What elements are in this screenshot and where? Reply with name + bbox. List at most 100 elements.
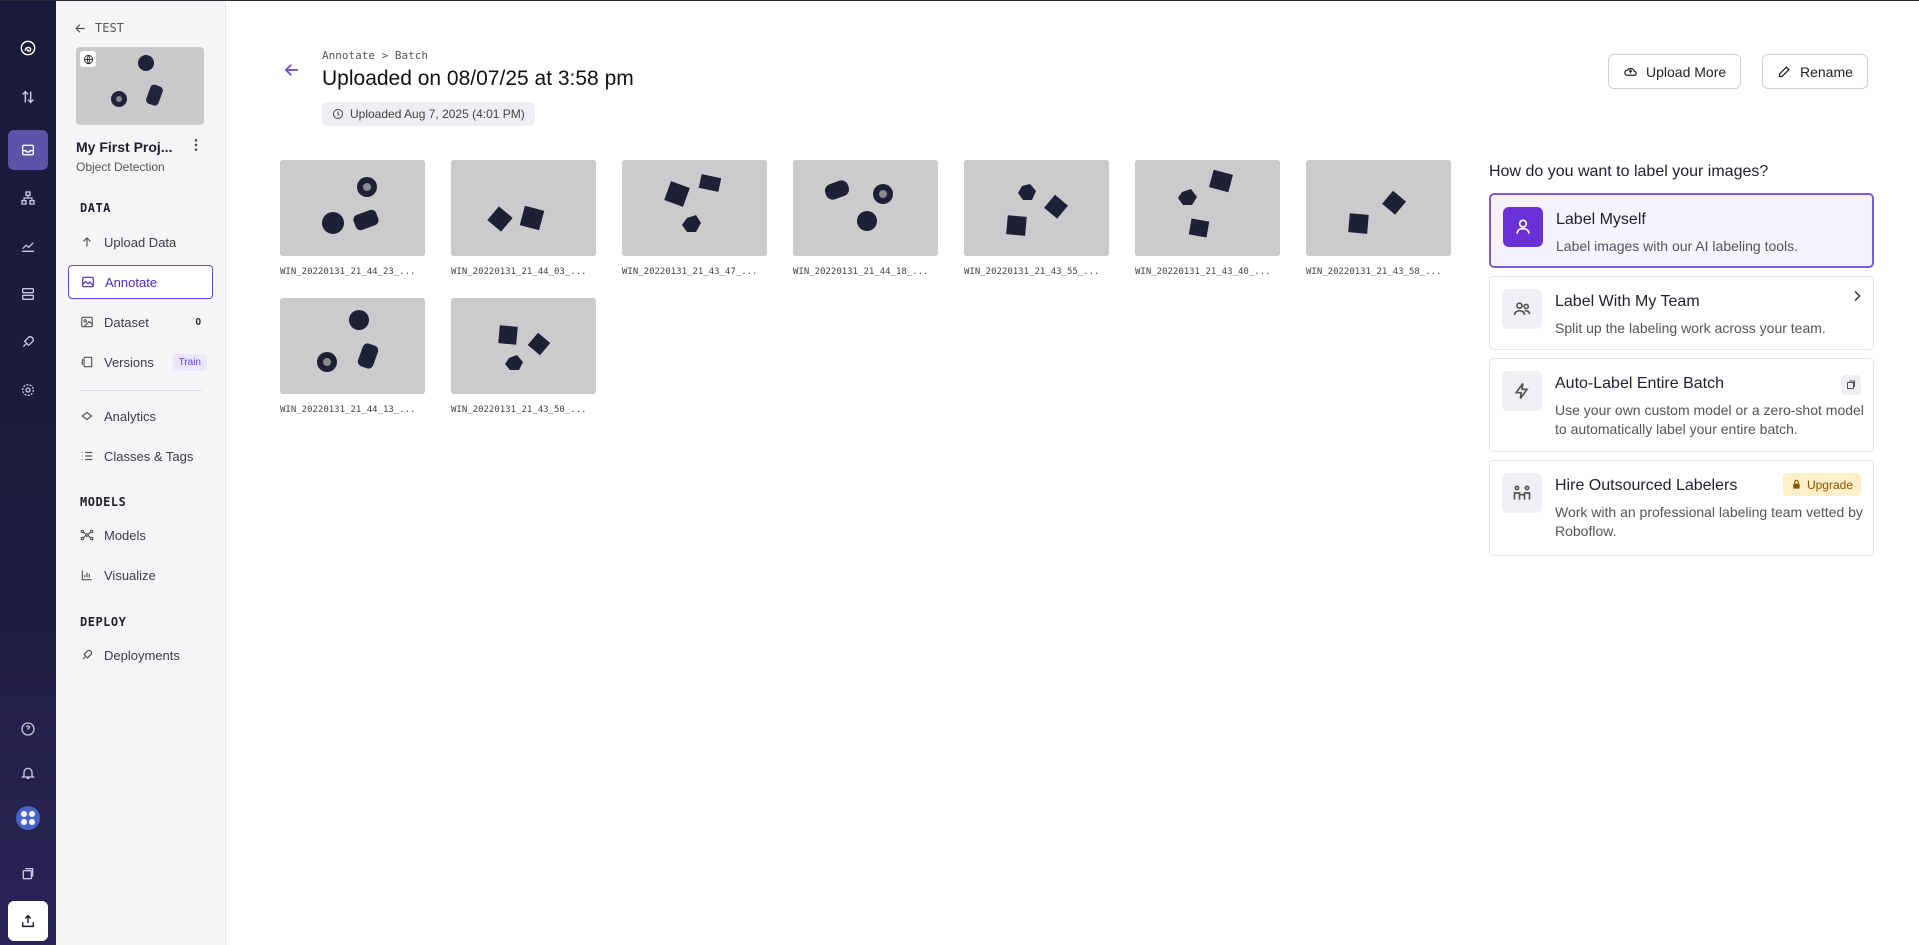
stack-icon: [1841, 375, 1861, 395]
option-label-myself[interactable]: Label Myself Label images with our AI la…: [1489, 193, 1874, 268]
transfer-icon[interactable]: [8, 77, 48, 117]
rocket-icon: [82, 649, 93, 660]
dataset-count: 0: [195, 316, 201, 328]
list-icon: [82, 451, 93, 461]
section-models: MODELS: [80, 495, 127, 509]
users-icon: [1502, 289, 1542, 329]
option-desc: Work with an professional labeling team …: [1555, 504, 1863, 539]
option-desc: Split up the labeling work across your t…: [1555, 320, 1826, 336]
upgrade-badge[interactable]: Upgrade: [1782, 473, 1861, 496]
chart-icon[interactable]: [8, 226, 48, 266]
nav-label: Models: [104, 527, 146, 543]
nav-dataset[interactable]: Dataset 0: [68, 305, 213, 339]
arrow-up-icon: [83, 237, 91, 247]
main-content: Annotate > Batch Uploaded on 08/07/25 at…: [227, 1, 1919, 945]
nav-label: Annotate: [105, 274, 158, 290]
image-tile[interactable]: WIN_20220131_21_44_03_...: [451, 160, 596, 277]
help-icon[interactable]: [8, 709, 48, 749]
label-question: How do you want to label your images?: [1489, 163, 1769, 180]
bell-icon[interactable]: [8, 753, 48, 793]
back-arrow-icon[interactable]: [283, 61, 301, 79]
user-icon: [1503, 207, 1543, 247]
gear-icon[interactable]: [8, 370, 48, 410]
upload-more-button[interactable]: Upload More: [1608, 54, 1742, 89]
option-desc: Use your own custom model or a zero-shot…: [1555, 402, 1864, 437]
analytics-icon: [81, 411, 93, 421]
uploaded-text: Uploaded Aug 7, 2025 (4:01 PM): [350, 107, 525, 121]
back-to-workspace[interactable]: TEST: [74, 21, 124, 35]
page-title: Uploaded on 08/07/25 at 3:58 pm: [322, 67, 634, 90]
image-filename: WIN_20220131_21_43_40_...: [1135, 267, 1271, 277]
image-tile[interactable]: WIN_20220131_21_44_18_...: [793, 160, 938, 277]
people-meeting-icon: [1502, 473, 1542, 513]
upload-icon[interactable]: [8, 901, 48, 941]
image-filename: WIN_20220131_21_44_13_...: [280, 405, 416, 415]
docs-icon[interactable]: [8, 854, 48, 894]
annotate-icon: [82, 276, 94, 288]
nav-annotate[interactable]: Annotate: [68, 265, 213, 299]
project-name[interactable]: My First Proj...: [76, 139, 173, 155]
versions-icon: [81, 356, 93, 368]
option-label-with-team[interactable]: Label With My Team Split up the labeling…: [1489, 276, 1874, 350]
rename-button[interactable]: Rename: [1762, 54, 1868, 89]
workspace-label: TEST: [95, 21, 124, 35]
rocket-icon[interactable]: [8, 322, 48, 362]
uploaded-chip: Uploaded Aug 7, 2025 (4:01 PM): [322, 102, 535, 126]
nav-upload-data[interactable]: Upload Data: [68, 225, 213, 259]
nav-label: Dataset: [104, 314, 149, 330]
lightning-icon: [1502, 371, 1542, 411]
cloud-upload-icon: [1624, 67, 1637, 76]
workflow-icon[interactable]: [8, 178, 48, 218]
nav-label: Deployments: [104, 647, 180, 663]
option-hire-labelers[interactable]: Hire Outsourced Labelers Work with an pr…: [1489, 460, 1874, 556]
option-auto-label[interactable]: Auto-Label Entire Batch Use your own cus…: [1489, 358, 1874, 452]
nav-label: Visualize: [104, 567, 156, 583]
section-deploy: DEPLOY: [80, 615, 127, 629]
train-badge[interactable]: Train: [172, 353, 207, 371]
image-icon: [81, 316, 93, 328]
upload-more-label: Upload More: [1646, 63, 1727, 80]
image-tile[interactable]: WIN_20220131_21_43_40_...: [1135, 160, 1280, 277]
logo-icon[interactable]: [8, 28, 48, 68]
image-tile[interactable]: WIN_20220131_21_44_23_...: [280, 160, 425, 277]
models-icon: [80, 529, 94, 541]
nav-analytics[interactable]: Analytics: [68, 399, 213, 433]
image-tile[interactable]: WIN_20220131_21_43_55_...: [964, 160, 1109, 277]
breadcrumb[interactable]: Annotate > Batch: [322, 49, 428, 62]
arrow-left-icon: [75, 23, 85, 33]
bar-chart-icon: [81, 570, 92, 581]
image-tile[interactable]: WIN_20220131_21_43_58_...: [1306, 160, 1451, 277]
image-tile[interactable]: WIN_20220131_21_43_50_...: [451, 298, 596, 415]
avatar[interactable]: [8, 798, 48, 838]
project-type: Object Detection: [76, 160, 165, 174]
nav-label: Upload Data: [104, 234, 177, 250]
image-tile[interactable]: WIN_20220131_21_44_13_...: [280, 298, 425, 415]
nav-visualize[interactable]: Visualize: [68, 558, 213, 592]
project-thumbnail[interactable]: [76, 47, 204, 125]
option-desc: Label images with our AI labeling tools.: [1556, 238, 1799, 254]
inbox-icon[interactable]: [8, 130, 48, 170]
globe-icon: [80, 51, 96, 67]
more-vertical-icon[interactable]: [188, 137, 204, 153]
nav-label: Analytics: [104, 408, 157, 424]
option-title: Label Myself: [1556, 211, 1646, 228]
nav-deployments[interactable]: Deployments: [68, 638, 213, 672]
server-icon[interactable]: [8, 274, 48, 314]
divider: [80, 390, 202, 391]
image-filename: WIN_20220131_21_43_47_...: [622, 267, 758, 277]
option-title: Hire Outsourced Labelers: [1555, 477, 1738, 494]
image-filename: WIN_20220131_21_43_58_...: [1306, 267, 1442, 277]
image-tile[interactable]: WIN_20220131_21_43_47_...: [622, 160, 767, 277]
option-title: Label With My Team: [1555, 293, 1700, 310]
nav-label: Versions: [104, 354, 154, 370]
project-sidebar: TEST My First Proj... Object Detection D…: [56, 1, 226, 945]
nav-models[interactable]: Models: [68, 518, 213, 552]
image-filename: WIN_20220131_21_44_18_...: [793, 267, 929, 277]
image-filename: WIN_20220131_21_43_50_...: [451, 405, 587, 415]
option-title: Auto-Label Entire Batch: [1555, 375, 1724, 392]
nav-label: Classes & Tags: [104, 448, 194, 464]
nav-versions[interactable]: Versions Train: [68, 345, 213, 379]
clock-icon: [333, 109, 343, 119]
nav-classes-tags[interactable]: Classes & Tags: [68, 439, 213, 473]
